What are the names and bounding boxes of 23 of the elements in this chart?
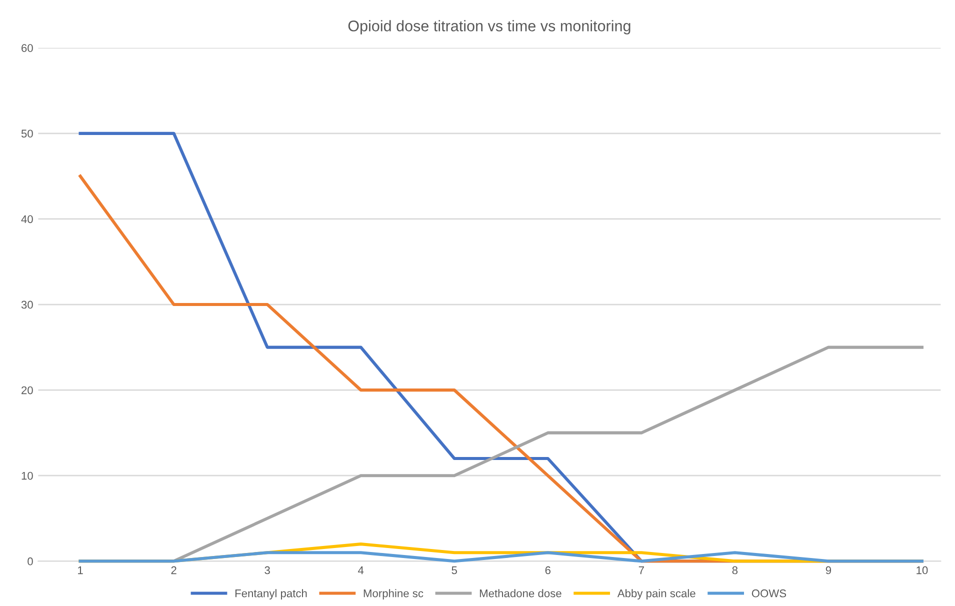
x-tick-label: 10 <box>916 566 928 574</box>
legend-label: Morphine sc <box>364 589 424 600</box>
x-tick-label: 5 <box>452 566 457 574</box>
y-tick-label: 60 <box>22 44 33 52</box>
legend-label: OOWS <box>752 589 786 598</box>
y-tick-label: 40 <box>21 215 33 224</box>
x-tick-label: 3 <box>264 566 270 574</box>
legend-label: Methadone dose <box>480 589 562 598</box>
x-tick-label: 8 <box>732 566 738 574</box>
x-tick-label: 4 <box>358 566 364 574</box>
y-tick-label: 20 <box>22 386 33 394</box>
y-tick-label: 10 <box>22 472 33 480</box>
y-tick-label: 50 <box>21 130 33 138</box>
y-tick-label: 0 <box>28 557 33 566</box>
y-tick-label: 30 <box>21 300 33 309</box>
x-tick-label: 9 <box>826 566 832 574</box>
legend-label: Abby pain scale <box>617 589 696 600</box>
x-tick-label: 1 <box>78 566 83 574</box>
chart-title: Opioid dose titration vs time vs monitoring <box>348 20 630 34</box>
x-tick-label: 6 <box>545 566 550 574</box>
x-tick-label: 2 <box>171 566 176 574</box>
x-tick-label: 7 <box>638 566 644 574</box>
legend-label: Fentanyl patch <box>235 589 307 600</box>
